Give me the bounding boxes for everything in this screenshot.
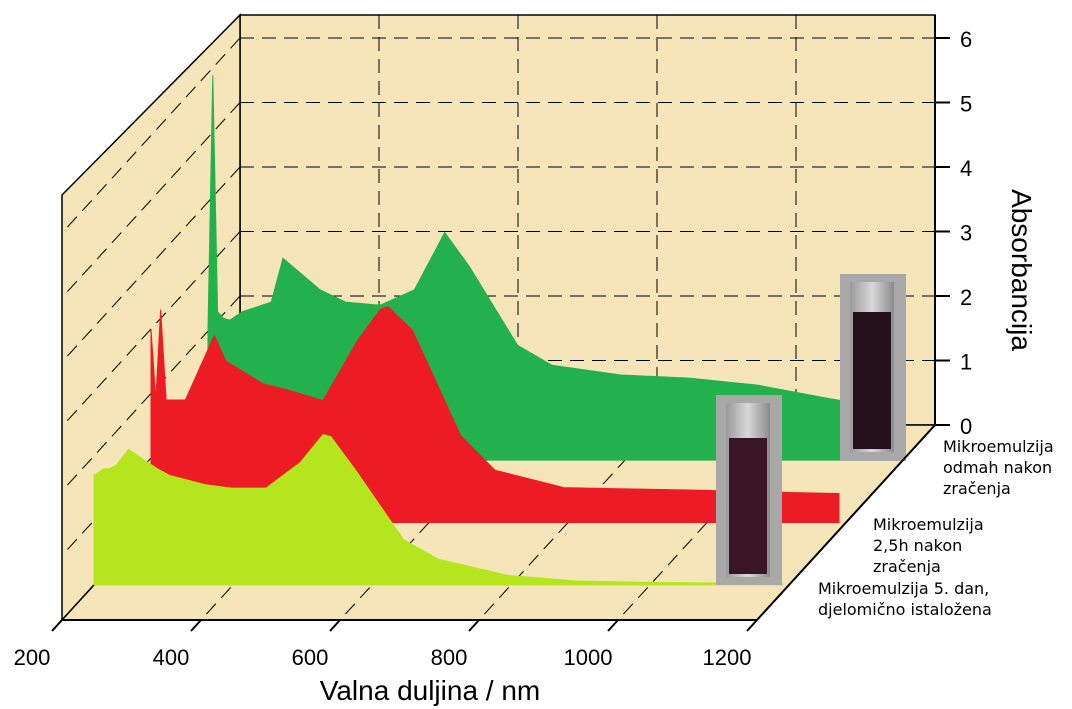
x-tick-label: 400 bbox=[153, 645, 190, 670]
x-tick-label: 1200 bbox=[703, 645, 752, 670]
x-tick-label: 1000 bbox=[564, 645, 613, 670]
series-area bbox=[93, 434, 783, 586]
x-tick-label: 600 bbox=[292, 645, 329, 670]
tick-mark bbox=[607, 619, 619, 632]
grid-line bbox=[61, 102, 241, 298]
tick-mark bbox=[190, 619, 202, 632]
tick-mark bbox=[468, 619, 480, 632]
liquid bbox=[853, 312, 891, 449]
tick-mark bbox=[51, 619, 63, 632]
legend-entry: Mikroemulzija odmah nakon zračenja bbox=[943, 437, 1054, 498]
y-tick-label: 1 bbox=[960, 350, 972, 375]
grid-line bbox=[61, 37, 241, 234]
y-tick-label: 2 bbox=[960, 285, 972, 310]
x-tick-label: 800 bbox=[431, 645, 468, 670]
y-tick-label: 0 bbox=[960, 414, 972, 439]
x-tick-label: 200 bbox=[14, 645, 51, 670]
x-axis-label: Valna duljina / nm bbox=[320, 675, 541, 706]
tick-mark bbox=[746, 619, 758, 632]
y-tick-label: 5 bbox=[960, 92, 972, 117]
y-tick-label: 6 bbox=[960, 27, 972, 52]
y-axis-label: Absorbancija bbox=[1006, 189, 1037, 351]
liquid bbox=[729, 438, 767, 574]
legend-entry: Mikroemulzija 2,5h nakon zračenja bbox=[873, 515, 984, 576]
legend-entry: Mikroemulzija 5. dan, djelomično istalož… bbox=[818, 579, 992, 619]
y-tick-label: 3 bbox=[960, 221, 972, 246]
depth-axis bbox=[756, 424, 936, 621]
y-tick-label: 4 bbox=[960, 156, 972, 181]
tick-mark bbox=[329, 619, 341, 632]
